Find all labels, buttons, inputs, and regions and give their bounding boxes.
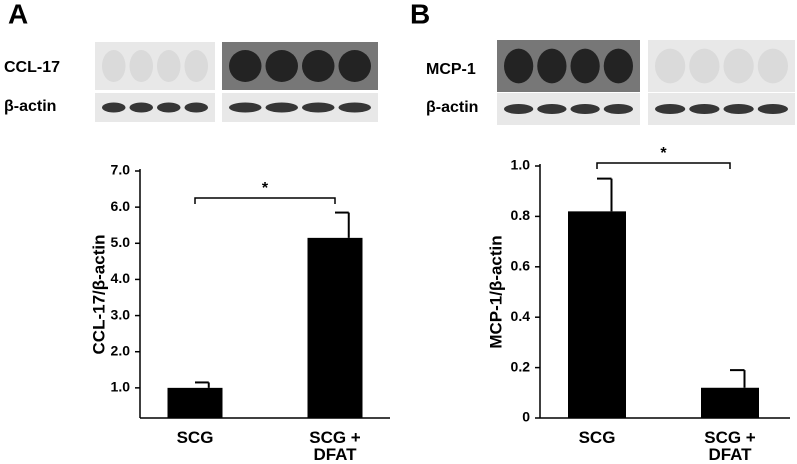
blot-band [689, 104, 720, 114]
blot-band [757, 48, 788, 84]
significance-bracket [194, 197, 336, 204]
blot-band [302, 102, 335, 113]
blot-band [537, 48, 567, 84]
y-tick-label: 4.0 [111, 270, 131, 286]
blot-band [157, 102, 181, 113]
blot-band [603, 104, 633, 114]
y-tick-label: 5.0 [111, 234, 131, 250]
blot-label: MCP-1 [426, 61, 476, 78]
annotation: * [660, 145, 667, 162]
blot-band [129, 50, 153, 82]
blot-band [338, 102, 371, 113]
blot-band [757, 104, 788, 114]
blot-band [229, 102, 262, 113]
blot-band [655, 104, 686, 114]
y-axis-label: CCL-17/β-actin [89, 235, 108, 355]
y-tick-label: 1.0 [111, 379, 131, 395]
y-tick-label: 3.0 [111, 306, 131, 322]
blot-band [102, 102, 126, 113]
blot-label: β-actin [426, 99, 478, 116]
blot-band [184, 50, 208, 82]
blot-label: CCL-17 [4, 59, 60, 76]
y-tick-label: 2.0 [111, 342, 131, 358]
panel-label: A [8, 0, 28, 29]
y-tick-label: 0.8 [511, 207, 531, 223]
blot-label: β-actin [4, 98, 56, 115]
y-tick-label: 0 [522, 409, 530, 425]
bar [701, 387, 759, 418]
bar [568, 211, 626, 418]
blot-band [265, 50, 298, 82]
blot-band [129, 102, 153, 113]
blot-band [504, 48, 534, 84]
bar [167, 387, 223, 418]
x-tick-label: SCG [176, 428, 214, 447]
x-tick-label: SCG [578, 428, 616, 447]
blot-band [537, 104, 567, 114]
blot-band [570, 104, 600, 114]
blot-band [689, 48, 720, 84]
blot-band [338, 50, 371, 82]
blot-band [157, 50, 181, 82]
blot-band [302, 50, 335, 82]
y-tick-label: 1.0 [511, 157, 531, 173]
significance-bracket [596, 162, 731, 169]
y-tick-label: 0.6 [511, 258, 531, 274]
x-tick-label: SCG + DFAT [309, 428, 361, 464]
blot-band [229, 50, 262, 82]
y-tick-label: 7.0 [111, 162, 131, 178]
bar [307, 237, 363, 418]
y-tick-label: 0.4 [511, 308, 531, 324]
blot-band [184, 102, 208, 113]
blot-band [655, 48, 686, 84]
annotation: * [262, 180, 269, 197]
y-tick-label: 0.2 [511, 358, 531, 374]
blot-band [723, 48, 754, 84]
y-tick-label: 6.0 [111, 198, 131, 214]
panel-label: B [410, 0, 430, 29]
blot-band [265, 102, 298, 113]
blot-band [504, 104, 534, 114]
blot-band [723, 104, 754, 114]
blot-band [102, 50, 126, 82]
blot-band [603, 48, 633, 84]
blot-band [570, 48, 600, 84]
x-tick-label: SCG + DFAT [704, 428, 756, 464]
y-axis-label: MCP-1/β-actin [486, 235, 505, 348]
